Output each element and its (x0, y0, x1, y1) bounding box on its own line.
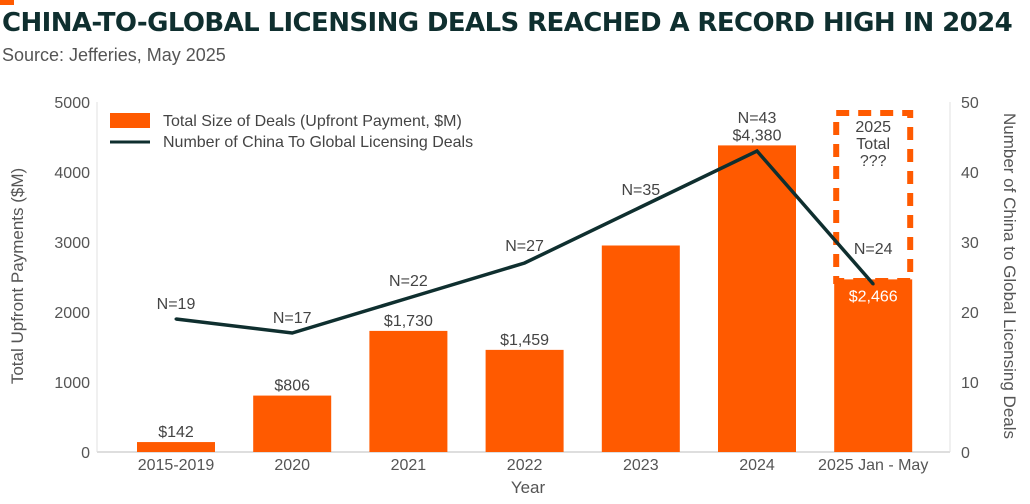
annotation-text: Total (856, 136, 890, 153)
legend-bar-label: Total Size of Deals (Upfront Payment, $M… (163, 113, 462, 130)
bar (369, 330, 448, 452)
x-tick-label: 2024 (739, 457, 775, 474)
deal-count-label: N=24 (854, 241, 893, 258)
legend-line-label: Number of China To Global Licensing Deal… (163, 134, 473, 151)
bar-value-label: $1,730 (384, 313, 433, 330)
x-tick-label: 2015-2019 (138, 457, 215, 474)
y-tick-label: 0 (81, 445, 90, 462)
y2-tick-label: 50 (961, 95, 979, 112)
deal-count-point (871, 282, 875, 286)
chart-title: CHINA-TO-GLOBAL LICENSING DEALS REACHED … (2, 8, 1013, 38)
deal-count-point (639, 205, 643, 209)
y2-tick-label: 10 (961, 375, 979, 392)
annotation-text: ??? (860, 153, 887, 170)
y-tick-label: 4000 (54, 165, 90, 182)
deal-count-point (174, 317, 178, 321)
y-tick-label: 1000 (54, 375, 90, 392)
x-tick-label: 2025 Jan - May (818, 457, 928, 474)
annotation-text: 2025 (855, 119, 891, 136)
deal-count-point (290, 331, 294, 335)
y-tick-label: 2000 (54, 305, 90, 322)
x-tick-label: 2023 (623, 457, 659, 474)
bar (485, 349, 564, 452)
annotation-box-outline (833, 110, 914, 284)
deal-count-point (406, 296, 410, 300)
bar (253, 395, 332, 452)
x-tick-label: 2020 (274, 457, 310, 474)
bar-value-label: $806 (274, 378, 310, 395)
x-axis-title: Year (511, 478, 546, 497)
y-axis-title: Total Upfront Payments ($M) (8, 168, 27, 384)
deal-count-label: N=22 (389, 273, 428, 290)
legend: Total Size of Deals (Upfront Payment, $M… (110, 113, 473, 151)
y2-tick-label: 30 (961, 235, 979, 252)
y2-tick-label: 0 (961, 445, 970, 462)
axes-group: 0 1000 2000 3000 4000 5000 0 10 20 30 40 50 2015-201… (54, 95, 978, 474)
legend-bar-swatch (110, 113, 150, 128)
deal-count-point (755, 149, 759, 153)
y-tick-label: 5000 (54, 95, 90, 112)
bar-value-label: $142 (158, 424, 194, 441)
bar (601, 245, 680, 452)
title-accent-mark (0, 0, 14, 5)
deal-count-label: N=27 (505, 238, 544, 255)
bar (137, 442, 215, 452)
x-tick-label: 2021 (391, 457, 427, 474)
deal-count-label: N=43 (738, 110, 777, 127)
bar-value-label: $2,466 (849, 288, 898, 305)
bar (718, 145, 796, 452)
y2-axis-title: Number of China to Global Licensing Deal… (1000, 113, 1019, 439)
bar (834, 279, 913, 452)
data-labels-group: $142 $806 $1,730 $1,459 $4,380 $2,466 N=19 N=17… (157, 110, 898, 441)
deal-count-label: N=19 (157, 296, 196, 313)
deal-count-point (523, 261, 527, 265)
y2-tick-label: 20 (961, 305, 979, 322)
x-tick-label: 2022 (507, 457, 543, 474)
bar-value-label: $1,459 (500, 332, 549, 349)
line-group (174, 148, 875, 335)
y2-tick-label: 40 (961, 165, 979, 182)
deal-count-label: N=35 (621, 182, 660, 199)
y-tick-label: 3000 (54, 235, 90, 252)
bar-value-label: $4,380 (733, 127, 782, 144)
source-note: Source: Jefferies, May 2025 (2, 45, 226, 65)
deal-count-label: N=17 (273, 310, 312, 327)
